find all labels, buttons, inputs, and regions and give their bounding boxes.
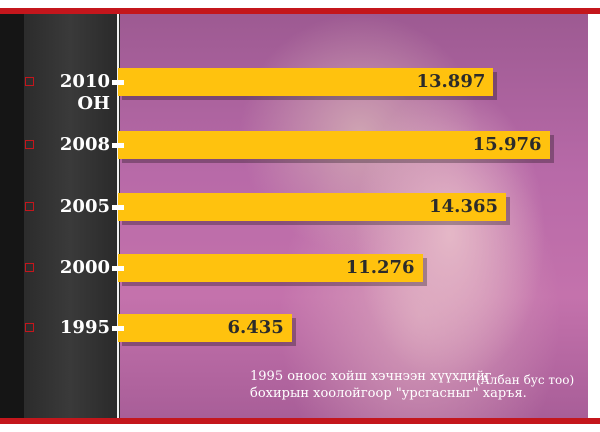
bar-value-label: 13.897 bbox=[416, 71, 486, 92]
category-label: 2000 bbox=[59, 257, 110, 278]
axis-tick bbox=[112, 326, 124, 331]
bar-value-label: 15.976 bbox=[472, 134, 542, 155]
bar-0 bbox=[118, 68, 494, 96]
bar-value-label: 14.365 bbox=[429, 196, 499, 217]
bar-3 bbox=[118, 254, 423, 282]
chart-caption: 1995 оноос хойш хэчнээн хүүхдийг бохирын… bbox=[250, 368, 527, 402]
axis-tick bbox=[112, 80, 124, 85]
bullet-icon bbox=[25, 77, 34, 86]
bar-value-label: 11.276 bbox=[345, 257, 415, 278]
right-margin bbox=[588, 14, 592, 418]
bullet-icon bbox=[25, 263, 34, 272]
bar-2 bbox=[118, 193, 507, 221]
bar-value-label: 6.435 bbox=[227, 317, 284, 338]
caption-line-1: 1995 оноос хойш хэчнээн хүүхдийг bbox=[250, 369, 492, 384]
category-label: 2008 bbox=[59, 134, 110, 155]
side-strip bbox=[0, 14, 24, 418]
category-label: 1995 bbox=[59, 317, 110, 338]
unit-note: (Албан бус тоо) bbox=[476, 373, 575, 387]
category-label: 2005 bbox=[59, 196, 110, 217]
bullet-icon bbox=[25, 140, 34, 149]
axis-tick bbox=[112, 143, 124, 148]
bottom-border bbox=[0, 418, 600, 424]
bullet-icon bbox=[25, 202, 34, 211]
bar-1 bbox=[118, 131, 550, 159]
axis-tick bbox=[112, 266, 124, 271]
category-label: 2010 ОН bbox=[59, 71, 110, 114]
axis-tick bbox=[112, 205, 124, 210]
top-border bbox=[0, 8, 600, 14]
bullet-icon bbox=[25, 323, 34, 332]
caption-line-2: бохирын хоолойгоор "урсгасныг" харъя. bbox=[250, 386, 527, 401]
bar-4 bbox=[118, 314, 292, 342]
